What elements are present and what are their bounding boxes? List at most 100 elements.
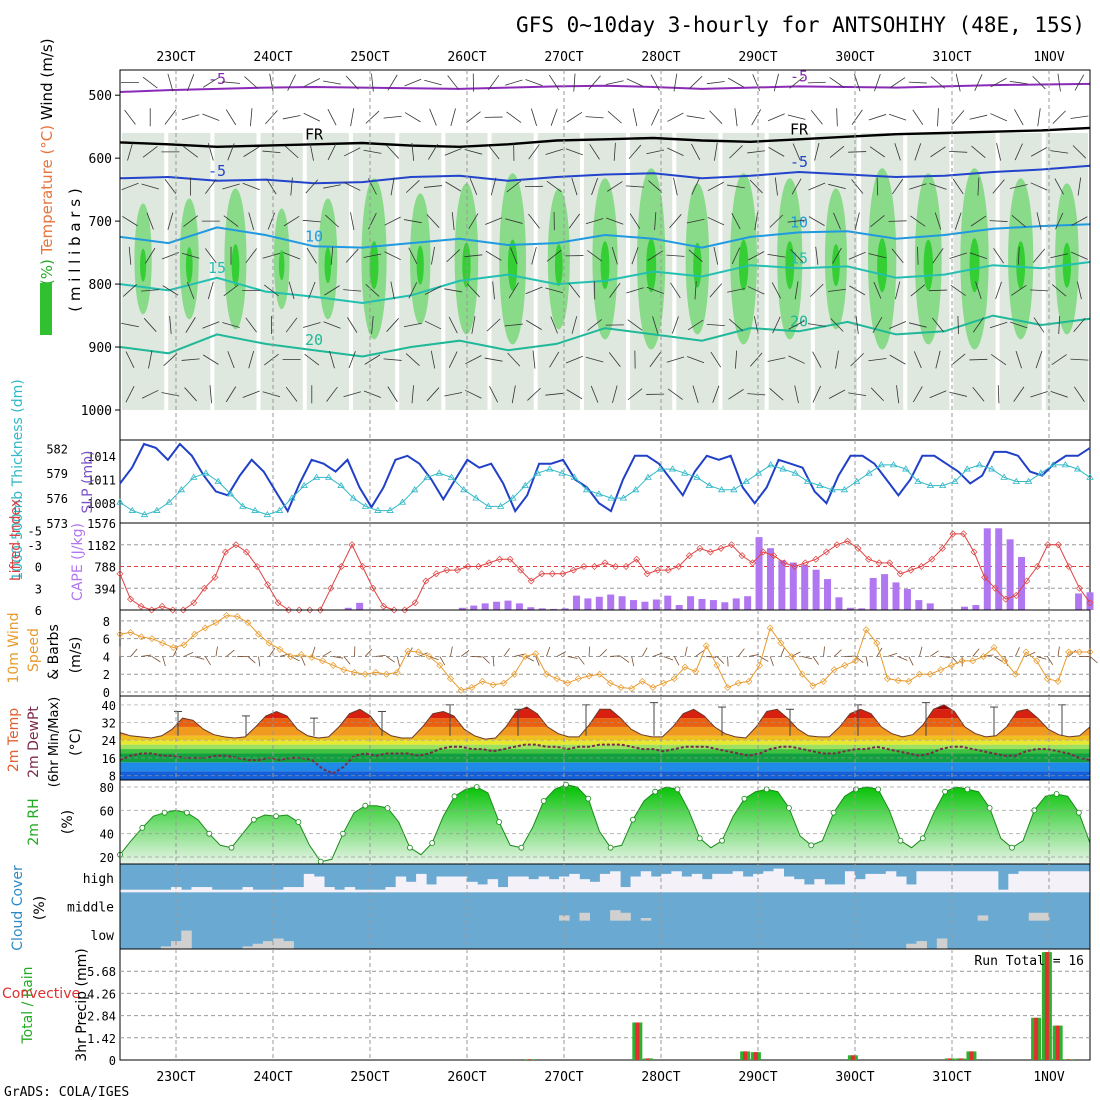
wind-barb bbox=[347, 317, 358, 333]
wind-barb bbox=[526, 320, 542, 330]
wind-barb bbox=[851, 179, 864, 194]
wind-barb bbox=[671, 316, 679, 334]
date-label-bottom: 26OCT bbox=[447, 1070, 486, 1085]
series-marker bbox=[214, 477, 222, 484]
cloud-bar bbox=[467, 881, 478, 893]
series-marker bbox=[791, 469, 800, 476]
cloud-bar bbox=[324, 887, 335, 893]
y-tick-label: 40 bbox=[100, 828, 114, 842]
panel-ylabel: 10m Wind bbox=[6, 612, 22, 683]
wind-barb bbox=[807, 81, 826, 84]
y-tick-label: 24 bbox=[102, 734, 116, 748]
precip-convective-bar bbox=[527, 1059, 532, 1060]
wind-barb bbox=[1054, 178, 1064, 195]
wind-barb bbox=[949, 150, 968, 153]
wind-barb bbox=[652, 652, 663, 657]
li-marker bbox=[190, 599, 198, 607]
cloud-bar bbox=[497, 887, 509, 893]
wind-barb bbox=[874, 73, 881, 92]
li-marker bbox=[833, 541, 841, 549]
isotherm-line bbox=[119, 82, 1091, 93]
wind-barb bbox=[727, 288, 745, 293]
temp-band bbox=[120, 709, 1090, 719]
wind-barb bbox=[1029, 289, 1049, 292]
wind-barb bbox=[808, 216, 825, 226]
cloud-bar bbox=[712, 873, 723, 893]
wind-barb bbox=[390, 177, 395, 196]
series-marker bbox=[410, 486, 419, 493]
wind-barb bbox=[123, 284, 137, 297]
cloud-bar bbox=[977, 915, 989, 921]
li-marker bbox=[527, 577, 535, 585]
y-tick-label: 32 bbox=[102, 717, 116, 731]
series-marker bbox=[189, 473, 198, 480]
wind-barb bbox=[993, 248, 1004, 264]
wind-barb bbox=[304, 353, 320, 366]
wind-barb bbox=[673, 177, 678, 196]
date-label-top: 29OCT bbox=[738, 50, 777, 65]
cloud-bar bbox=[661, 873, 672, 893]
isotherm-label: FR bbox=[305, 125, 324, 143]
wind-marker bbox=[382, 670, 390, 678]
y-tick-label-right: 1182 bbox=[87, 539, 116, 553]
wind-barb bbox=[363, 149, 382, 154]
wind-barb bbox=[205, 248, 217, 264]
wind-barb bbox=[482, 656, 490, 664]
li-marker bbox=[981, 573, 989, 581]
y-tick-label: 16 bbox=[102, 752, 116, 766]
panel-ylabel: 2m Temp bbox=[6, 708, 22, 772]
li-marker bbox=[706, 548, 714, 556]
precip-convective-bar bbox=[958, 1058, 963, 1060]
li-marker bbox=[643, 570, 651, 578]
wind-barb bbox=[587, 319, 602, 331]
wind-barb bbox=[486, 318, 501, 332]
cloud-bar bbox=[446, 876, 458, 893]
series-marker bbox=[435, 469, 443, 476]
wind-marker bbox=[1033, 657, 1041, 665]
y-tick-label-right: 788 bbox=[94, 561, 116, 575]
wind-barb bbox=[371, 315, 374, 335]
wind-barb bbox=[829, 145, 845, 158]
li-marker bbox=[590, 563, 598, 570]
li-marker bbox=[506, 555, 514, 563]
wind-barb bbox=[567, 656, 578, 659]
wind-barb bbox=[667, 388, 683, 400]
wind-barb bbox=[710, 351, 722, 368]
wind-barb bbox=[912, 109, 924, 125]
cape-bar bbox=[1075, 593, 1083, 610]
wind-marker bbox=[990, 644, 998, 652]
wind-barb bbox=[829, 77, 845, 89]
isotherm-label: 15 bbox=[208, 259, 226, 277]
wind-barb bbox=[1011, 215, 1026, 228]
precip-convective-bar bbox=[1044, 952, 1049, 1060]
wind-barb bbox=[751, 109, 762, 126]
cape-bar bbox=[481, 603, 489, 610]
wind-barb bbox=[709, 110, 723, 124]
cape-bar bbox=[835, 597, 843, 610]
wind-barb bbox=[326, 386, 338, 402]
wind-barb bbox=[387, 386, 398, 403]
cloud-bar bbox=[844, 871, 856, 893]
cloud-bar bbox=[1028, 912, 1040, 921]
wind-barb bbox=[1052, 284, 1067, 297]
wind-barb bbox=[830, 318, 844, 332]
wind-barb bbox=[937, 108, 939, 127]
precip-convective-bar bbox=[635, 1022, 640, 1060]
wind-barb bbox=[769, 388, 784, 401]
wind-barb bbox=[465, 355, 482, 365]
wind-barb bbox=[363, 253, 382, 258]
panel-ylabel-right: CAPE (J/kg) bbox=[70, 523, 86, 601]
cloud-bar bbox=[242, 887, 254, 893]
wind-barb bbox=[769, 214, 784, 228]
relative-humidity-panel: 20 40 60 80 2m RH (%) bbox=[26, 779, 1091, 865]
cape-bar bbox=[824, 579, 832, 610]
cape-bar bbox=[504, 600, 512, 610]
temp-band bbox=[120, 735, 1090, 741]
cloud-bar bbox=[620, 912, 631, 921]
date-label-top: 27OCT bbox=[544, 50, 583, 65]
wind-marker bbox=[319, 657, 327, 665]
panel-ylabel: 3hr Precip (mm) bbox=[74, 948, 90, 1061]
wind-barb bbox=[1009, 80, 1028, 85]
wind-barb bbox=[833, 212, 841, 230]
wind-barb bbox=[631, 656, 635, 667]
